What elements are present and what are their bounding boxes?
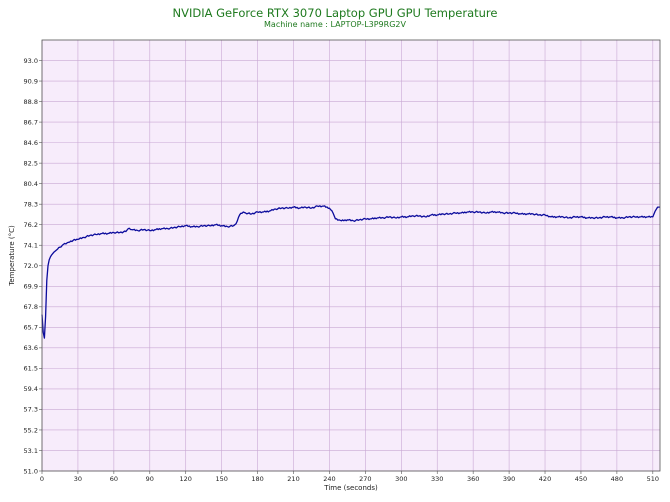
x-tick-label: 480 bbox=[611, 475, 623, 483]
x-tick-label: 390 bbox=[503, 475, 515, 483]
y-tick-label: 63.6 bbox=[24, 344, 38, 352]
y-tick-label: 86.7 bbox=[24, 118, 38, 126]
y-tick-label: 51.0 bbox=[24, 467, 38, 475]
x-tick-label: 0 bbox=[40, 475, 44, 483]
x-tick-label: 30 bbox=[74, 475, 82, 483]
y-tick-label: 82.5 bbox=[24, 159, 38, 167]
chart-title: NVIDIA GeForce RTX 3070 Laptop GPU GPU T… bbox=[172, 6, 498, 20]
x-tick-label: 180 bbox=[251, 475, 263, 483]
grid-lines bbox=[41, 40, 660, 472]
y-tick-label: 76.2 bbox=[24, 221, 38, 229]
chart-subtitle: Machine name : LAPTOP-L3P9RG2V bbox=[264, 20, 406, 29]
y-tick-label: 67.8 bbox=[24, 303, 38, 311]
y-tick-label: 59.4 bbox=[24, 385, 38, 393]
y-tick-label: 72.0 bbox=[24, 262, 38, 270]
y-axis-ticks: 51.0 53.1 55.2 57.3 59.4 61.5 63.6 65.7 67.8 69.9… bbox=[24, 57, 42, 475]
y-axis-label: Temperature (°C) bbox=[8, 225, 16, 287]
x-tick-label: 270 bbox=[359, 475, 371, 483]
plot-area bbox=[42, 40, 660, 471]
x-tick-label: 360 bbox=[467, 475, 479, 483]
x-tick-label: 330 bbox=[431, 475, 443, 483]
x-axis-ticks: 0 30 60 90 120 150 180 210 240 270 300 330 360 390 420… bbox=[40, 471, 659, 483]
x-tick-label: 150 bbox=[215, 475, 227, 483]
y-tick-label: 57.3 bbox=[24, 406, 38, 414]
plot-frame bbox=[41, 39, 661, 472]
y-tick-label: 93.0 bbox=[24, 57, 38, 65]
x-tick-label: 420 bbox=[539, 475, 551, 483]
x-tick-label: 510 bbox=[647, 475, 659, 483]
y-tick-label: 84.6 bbox=[24, 139, 38, 147]
y-tick-label: 69.9 bbox=[24, 283, 38, 291]
y-tick-label: 61.5 bbox=[24, 365, 38, 373]
x-axis-label: Time (seconds) bbox=[323, 484, 378, 492]
y-tick-label: 65.7 bbox=[24, 324, 38, 332]
x-tick-label: 120 bbox=[180, 475, 192, 483]
y-tick-label: 53.1 bbox=[24, 447, 38, 455]
y-tick-label: 88.8 bbox=[24, 98, 38, 106]
x-tick-label: 300 bbox=[395, 475, 407, 483]
x-tick-label: 240 bbox=[323, 475, 335, 483]
y-tick-label: 78.3 bbox=[24, 200, 38, 208]
y-tick-label: 55.2 bbox=[24, 426, 38, 434]
y-tick-label: 80.4 bbox=[24, 180, 38, 188]
y-tick-label: 90.9 bbox=[24, 77, 38, 85]
x-tick-label: 450 bbox=[575, 475, 587, 483]
x-tick-label: 90 bbox=[146, 475, 154, 483]
x-tick-label: 210 bbox=[287, 475, 299, 483]
x-tick-label: 60 bbox=[110, 475, 118, 483]
temperature-series-line bbox=[41, 205, 660, 339]
y-tick-label: 74.1 bbox=[24, 242, 38, 250]
